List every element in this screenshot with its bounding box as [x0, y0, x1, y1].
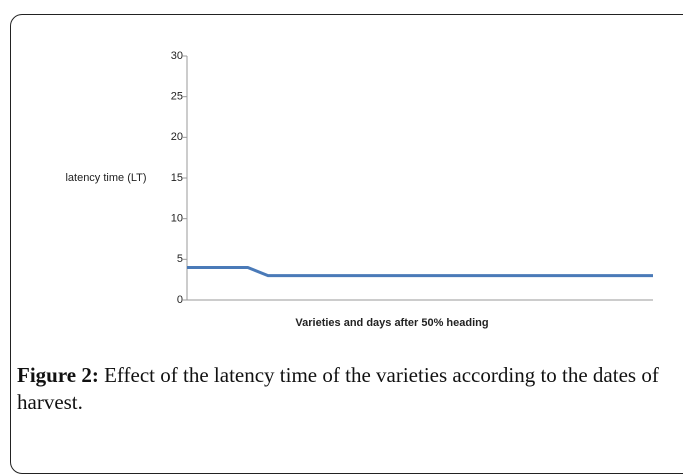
caption-label: Figure 2: — [17, 363, 99, 387]
y-tick-label: 15 — [171, 172, 183, 184]
y-tick-label: 10 — [171, 213, 183, 225]
y-tick-label: 25 — [171, 91, 183, 103]
y-tick-label: 0 — [177, 294, 183, 306]
y-tick-label: 5 — [177, 253, 183, 265]
y-axis-label: latency time (LT) — [65, 172, 146, 184]
caption-text: Effect of the latency time of the variet… — [17, 363, 659, 414]
x-axis-label: Varieties and days after 50% heading — [295, 317, 488, 329]
y-tick-label: 20 — [171, 131, 183, 143]
caption: Figure 2: Effect of the latency time of … — [17, 362, 677, 416]
data-line — [187, 265, 653, 278]
chart: latency time (LT) Varieties and days aft… — [65, 50, 653, 329]
y-tick-label: 30 — [171, 50, 183, 62]
page: {"chart_data": {"type": "line", "ylabel"… — [10, 14, 683, 474]
